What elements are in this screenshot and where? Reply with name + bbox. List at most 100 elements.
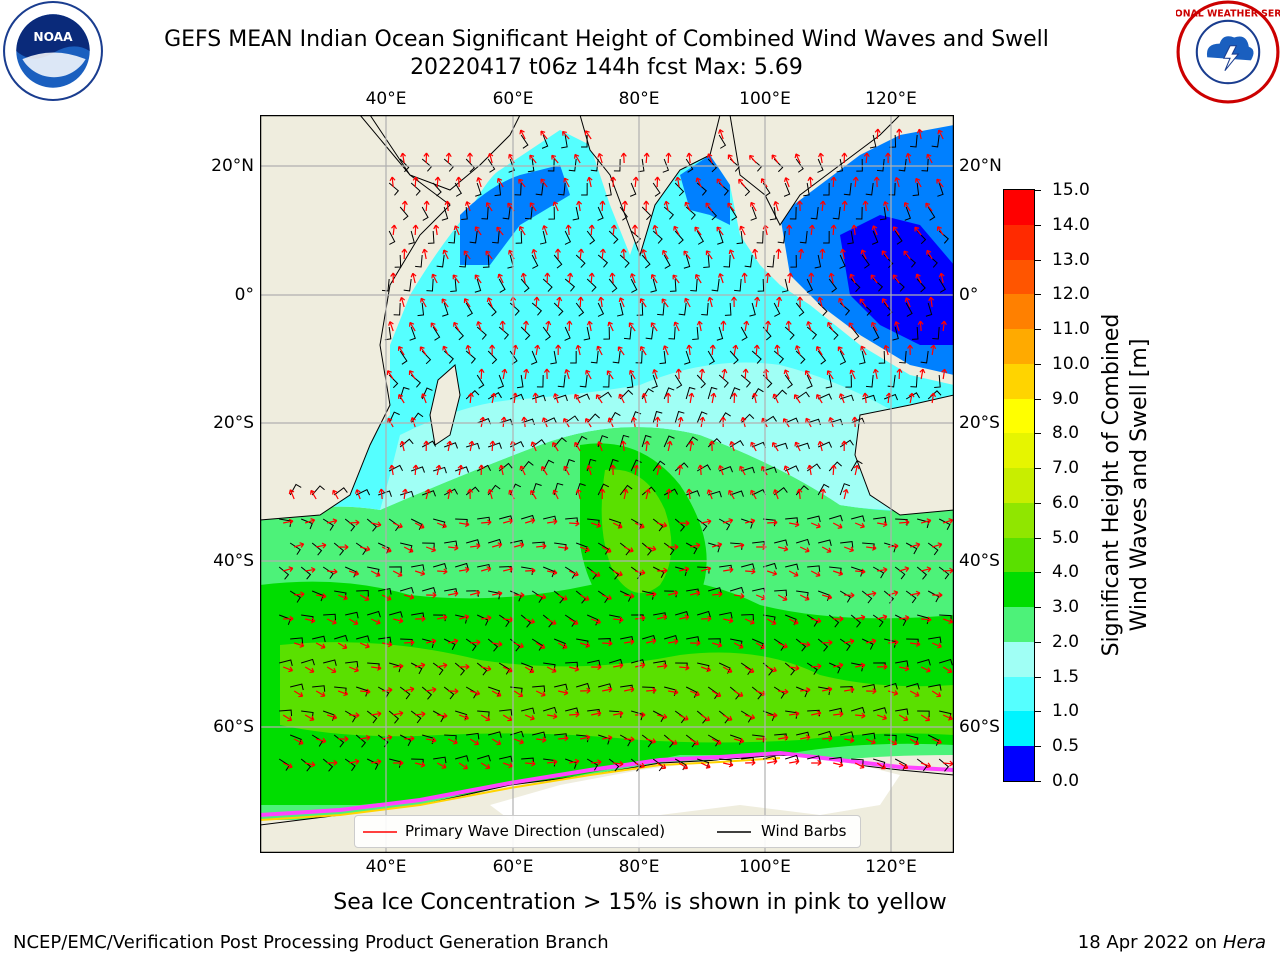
wave-direction-arrow	[942, 518, 954, 524]
wind-barb	[850, 459, 863, 472]
wind-barb	[400, 542, 413, 552]
wind-barb	[290, 683, 304, 691]
wind-barb	[312, 685, 326, 692]
wave-direction-arrow	[502, 666, 513, 673]
wave-direction-arrow	[734, 737, 745, 744]
wind-barb	[762, 326, 772, 341]
wave-direction-arrow	[448, 544, 459, 551]
wave-direction-arrow	[388, 321, 394, 332]
wave-direction-arrow	[530, 441, 537, 452]
wind-barb	[641, 542, 653, 556]
wave-direction-arrow	[733, 690, 744, 698]
wave-direction-arrow	[710, 392, 717, 404]
wave-direction-arrow	[892, 274, 900, 284]
wind-barb	[675, 611, 689, 618]
wave-direction-arrow	[478, 368, 485, 380]
wind-barb	[465, 638, 477, 652]
wave-direction-arrow	[535, 642, 546, 650]
wave-direction-arrow	[643, 152, 650, 164]
wave-direction-arrow	[883, 344, 890, 356]
nws-logo: NATIONAL WEATHER SERVICE	[1176, 0, 1280, 104]
wave-direction-arrow	[337, 690, 349, 697]
wave-direction-arrow	[547, 569, 558, 576]
wave-direction-arrow	[919, 368, 926, 380]
wave-direction-arrow	[382, 687, 393, 694]
wind-barb	[576, 682, 590, 690]
wave-direction-arrow	[551, 154, 559, 164]
lat-tick-right: 20°N	[959, 156, 1002, 176]
wind-barb	[832, 206, 841, 220]
wave-direction-arrow	[568, 618, 579, 625]
wave-direction-arrow	[898, 714, 909, 722]
wind-barb	[784, 465, 800, 472]
wave-direction-arrow	[926, 249, 933, 260]
wave-direction-arrow	[410, 272, 417, 284]
wave-direction-arrow	[711, 542, 723, 548]
wave-direction-arrow	[750, 201, 757, 212]
wave-direction-arrow	[360, 688, 371, 695]
wave-direction-arrow	[491, 690, 502, 697]
wind-barb	[422, 638, 435, 648]
wave-direction-arrow	[436, 522, 447, 529]
wind-barb	[711, 278, 720, 292]
wave-direction-arrow	[551, 441, 559, 452]
wind-barb	[587, 659, 601, 667]
wind-barb	[740, 326, 748, 341]
wave-direction-arrow	[569, 665, 580, 672]
wave-direction-arrow	[798, 248, 805, 260]
wind-barb	[619, 484, 633, 496]
wind-barb	[553, 590, 565, 604]
wave-direction-arrow	[414, 570, 426, 577]
wave-direction-arrow	[641, 392, 648, 404]
wind-barb	[630, 278, 638, 293]
wave-direction-arrow	[677, 416, 684, 428]
wind-barb	[344, 518, 356, 532]
wave-direction-arrow	[557, 642, 568, 649]
wind-barb	[487, 392, 502, 400]
wind-barb	[421, 440, 437, 448]
wave-direction-arrow	[896, 128, 903, 140]
wind-barb	[642, 634, 656, 642]
wave-direction-arrow	[563, 177, 570, 188]
wave-direction-arrow	[871, 225, 878, 236]
wave-direction-arrow	[620, 440, 627, 452]
wave-direction-arrow	[463, 250, 471, 260]
wind-barb	[641, 434, 652, 448]
wind-barb	[817, 483, 830, 496]
wave-direction-arrow	[679, 614, 690, 621]
wave-direction-arrow	[644, 488, 651, 500]
colorbar-tick-label: 9.0	[1052, 388, 1080, 409]
wave-direction-arrow	[910, 641, 921, 647]
colorbar-tick-label: 10.0	[1052, 353, 1090, 374]
wind-barb	[441, 206, 449, 221]
colorbar-tick-mark	[1034, 259, 1041, 261]
wind-barb	[906, 734, 919, 744]
wave-direction-arrow	[838, 297, 845, 308]
wave-direction-arrow	[711, 642, 723, 648]
wind-barb	[659, 350, 667, 365]
wind-barb	[289, 590, 301, 603]
wave-direction-arrow	[844, 592, 855, 599]
wind-barb	[532, 685, 546, 692]
lon-tick-top: 100°E	[739, 89, 791, 109]
wave-direction-arrow	[430, 322, 438, 332]
wind-barb	[488, 731, 502, 738]
wind-barb	[730, 490, 744, 497]
wind-barb	[630, 459, 642, 472]
wind-barb	[773, 487, 788, 496]
wave-direction-arrow	[821, 546, 832, 553]
wind-barb	[895, 708, 909, 715]
wave-direction-arrow	[729, 440, 735, 452]
colorbar-tick-label: 4.0	[1052, 562, 1080, 583]
wave-direction-arrow	[655, 464, 662, 476]
wave-direction-arrow	[337, 642, 348, 650]
wind-barb	[795, 158, 804, 173]
wave-direction-arrow	[497, 177, 504, 188]
wave-direction-arrow	[404, 594, 415, 600]
wave-direction-arrow	[437, 662, 448, 669]
wind-barb	[410, 182, 421, 196]
wave-direction-arrow	[728, 489, 735, 500]
wave-direction-arrow	[618, 393, 625, 404]
wind-barb	[531, 254, 539, 269]
wave-direction-arrow	[629, 273, 636, 284]
